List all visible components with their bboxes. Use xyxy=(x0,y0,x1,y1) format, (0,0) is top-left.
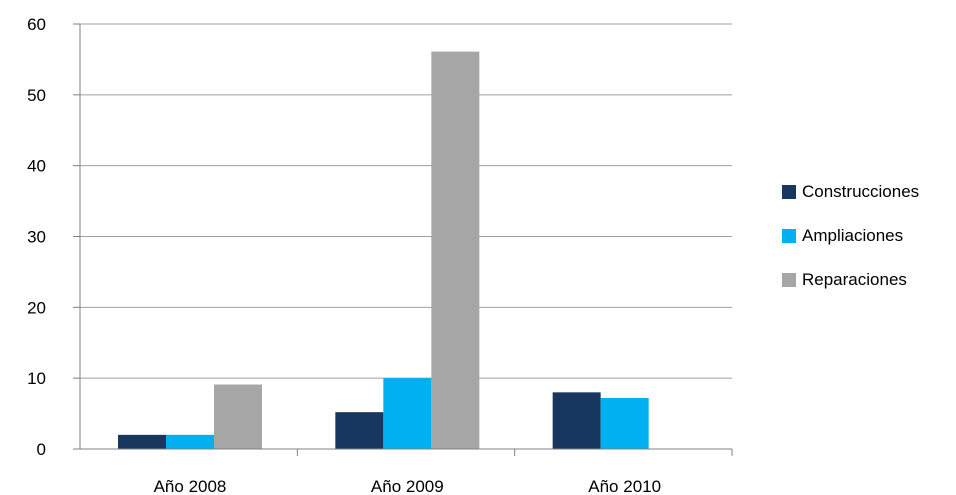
x-axis-labels: Año 2008 Año 2009 Año 2010 xyxy=(154,477,661,495)
bar-reparaciones-1 xyxy=(431,51,480,449)
legend-label: Construcciones xyxy=(802,182,920,201)
y-tick-label: 0 xyxy=(37,440,46,459)
bar-ampliaciones-0 xyxy=(166,434,214,449)
bar-ampliaciones-1 xyxy=(383,378,432,449)
y-tick-label: 40 xyxy=(27,157,46,176)
x-tick-label: Año 2010 xyxy=(588,477,661,495)
legend-item-ampliaciones: Ampliaciones xyxy=(782,224,919,248)
x-tick-label: Año 2009 xyxy=(371,477,444,495)
legend-swatch-reparaciones xyxy=(782,273,796,287)
y-tick-label: 30 xyxy=(27,228,46,247)
legend: Construcciones Ampliaciones Reparaciones xyxy=(782,180,919,312)
bar-construcciones-0 xyxy=(118,434,166,449)
bar-reparaciones-0 xyxy=(214,384,262,449)
legend-item-reparaciones: Reparaciones xyxy=(782,268,919,292)
y-tick-label: 20 xyxy=(27,298,46,317)
y-axis-labels: 0 10 20 30 40 50 60 xyxy=(27,15,46,459)
legend-label: Ampliaciones xyxy=(802,226,904,245)
y-tick-label: 10 xyxy=(27,369,46,388)
y-tick-label: 50 xyxy=(27,86,46,105)
bar-ampliaciones-2 xyxy=(600,398,649,449)
legend-label: Reparaciones xyxy=(802,270,907,289)
legend-item-construcciones: Construcciones xyxy=(782,180,919,204)
bar-construcciones-1 xyxy=(335,412,384,449)
legend-swatch-construcciones xyxy=(782,185,796,199)
axes xyxy=(73,23,733,456)
y-tick-label: 60 xyxy=(27,15,46,34)
x-tick-label: Año 2008 xyxy=(154,477,227,495)
bars xyxy=(118,51,649,449)
legend-swatch-ampliaciones xyxy=(782,229,796,243)
gridlines xyxy=(80,23,732,379)
bar-construcciones-2 xyxy=(552,392,601,449)
